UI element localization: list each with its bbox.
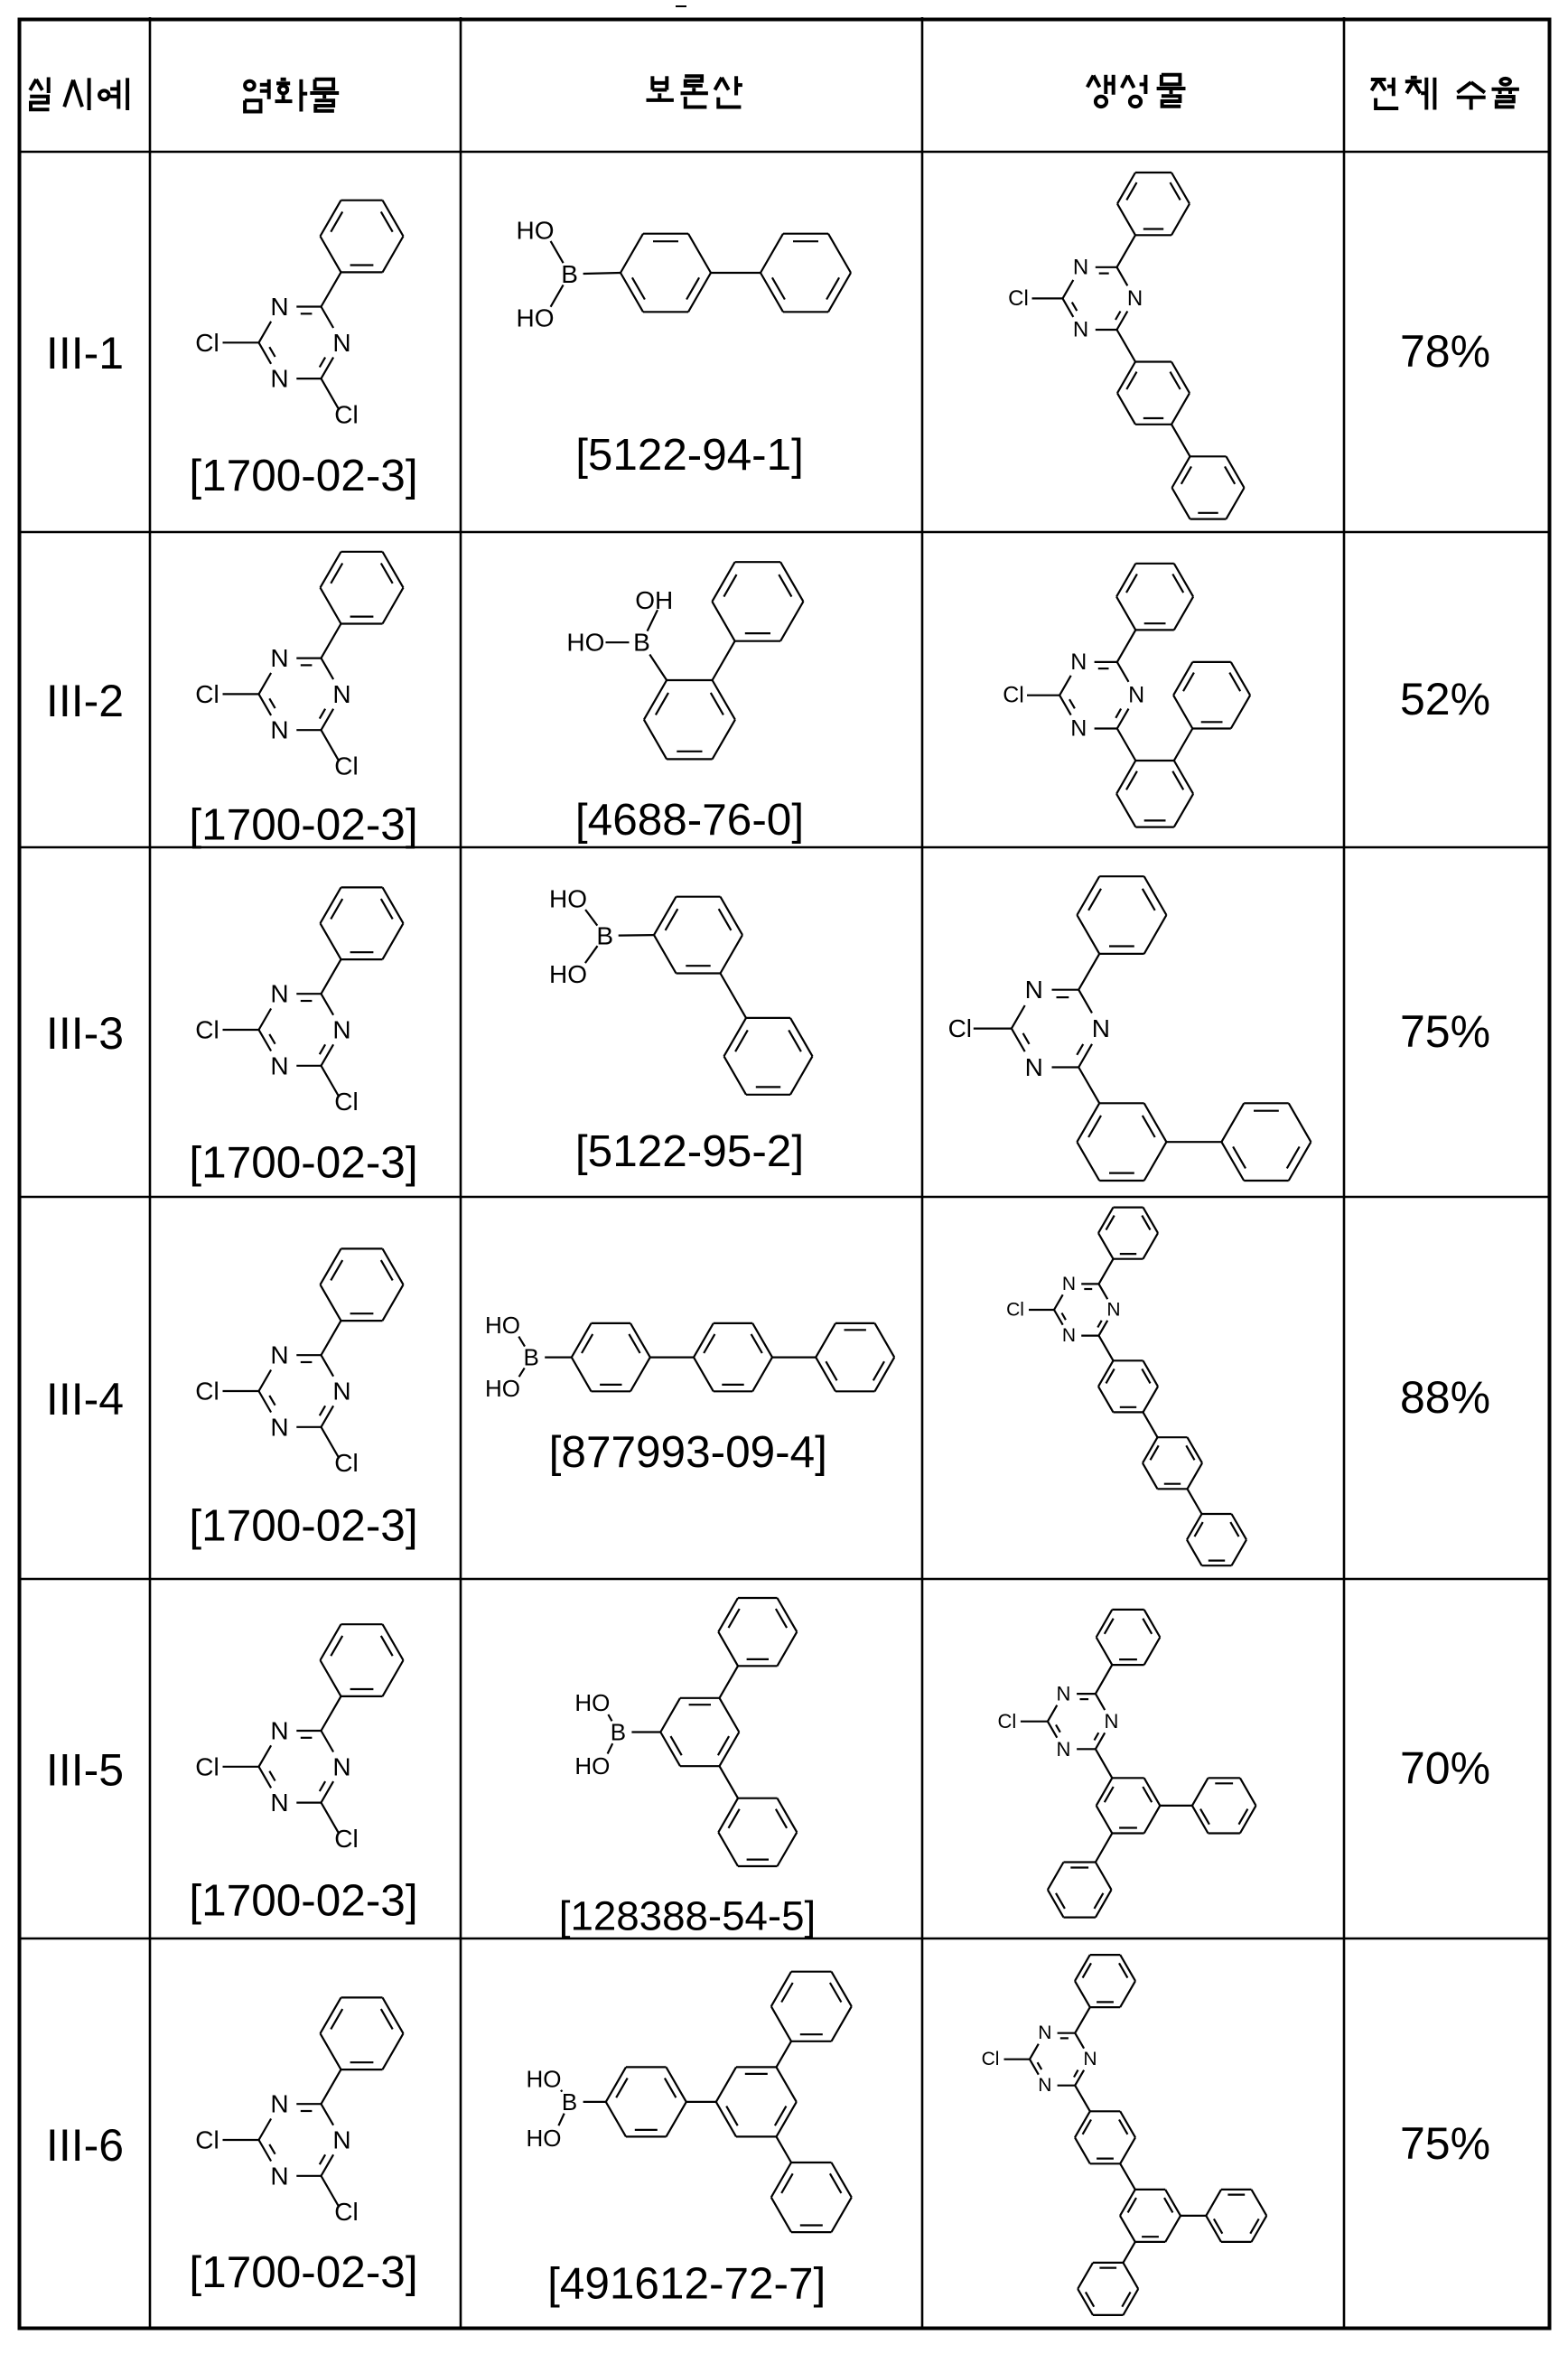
svg-text:[1700-02-3]: [1700-02-3] xyxy=(189,1501,417,1551)
svg-text:[1700-02-3]: [1700-02-3] xyxy=(189,451,417,500)
svg-text:N: N xyxy=(332,1752,350,1780)
svg-text:78%: 78% xyxy=(1400,326,1490,377)
svg-text:75%: 75% xyxy=(1400,2118,1490,2169)
svg-text:Cl: Cl xyxy=(982,2049,1000,2069)
svg-text:III-4: III-4 xyxy=(46,1374,124,1425)
svg-text:HO: HO xyxy=(549,960,587,988)
svg-text:B: B xyxy=(524,1344,539,1371)
svg-text:B: B xyxy=(611,1719,626,1746)
svg-text:N: N xyxy=(1070,649,1087,675)
svg-text:N: N xyxy=(332,2126,350,2154)
svg-text:N: N xyxy=(270,716,288,744)
svg-text:N: N xyxy=(1062,1325,1076,1346)
svg-text:[1700-02-3]: [1700-02-3] xyxy=(189,1138,417,1188)
svg-text:N: N xyxy=(1057,1683,1071,1705)
svg-text:Cl: Cl xyxy=(195,1016,219,1044)
svg-text:HO: HO xyxy=(549,885,587,913)
svg-text:[5122-95-2]: [5122-95-2] xyxy=(575,1126,804,1176)
svg-text:III-6: III-6 xyxy=(46,2120,124,2171)
svg-text:N: N xyxy=(1038,2022,1051,2043)
svg-text:N: N xyxy=(270,365,288,393)
svg-text:N: N xyxy=(270,1717,288,1745)
svg-text:HO: HO xyxy=(574,1689,610,1716)
svg-text:52%: 52% xyxy=(1400,674,1490,724)
svg-text:III-1: III-1 xyxy=(46,328,124,378)
svg-text:N: N xyxy=(332,329,350,357)
svg-text:N: N xyxy=(1038,2075,1051,2096)
svg-text:N: N xyxy=(1127,286,1143,311)
svg-text:N: N xyxy=(270,2162,288,2190)
svg-text:70%: 70% xyxy=(1400,1743,1490,1794)
svg-text:Cl: Cl xyxy=(195,1378,219,1406)
svg-text:III-2: III-2 xyxy=(46,676,124,726)
svg-text:Cl: Cl xyxy=(998,1710,1017,1733)
svg-text:N: N xyxy=(270,293,288,321)
svg-text:Cl: Cl xyxy=(334,752,358,780)
svg-text:N: N xyxy=(1073,255,1088,279)
svg-text:Cl: Cl xyxy=(1006,1300,1024,1321)
svg-text:Cl: Cl xyxy=(195,1752,219,1780)
svg-text:Cl: Cl xyxy=(1008,286,1029,311)
svg-text:Cl: Cl xyxy=(1003,683,1024,708)
svg-text:N: N xyxy=(270,644,288,672)
svg-text:Cl: Cl xyxy=(948,1014,972,1042)
svg-text:88%: 88% xyxy=(1400,1372,1490,1423)
svg-text:Cl: Cl xyxy=(334,400,358,428)
svg-text:N: N xyxy=(1092,1014,1110,1042)
svg-text:N: N xyxy=(1057,1738,1071,1761)
svg-text:N: N xyxy=(1128,683,1144,708)
svg-text:HO: HO xyxy=(485,1375,520,1402)
svg-text:N: N xyxy=(1106,1300,1120,1321)
svg-text:Cl: Cl xyxy=(334,1088,358,1116)
svg-text:HO: HO xyxy=(517,216,555,244)
svg-text:Cl: Cl xyxy=(334,1449,358,1477)
svg-text:N: N xyxy=(270,1051,288,1079)
svg-text:N: N xyxy=(332,1016,350,1044)
svg-text:HO: HO xyxy=(574,1752,610,1780)
svg-text:B: B xyxy=(596,921,613,949)
svg-text:N: N xyxy=(332,680,350,708)
svg-text:[5122-94-1]: [5122-94-1] xyxy=(575,430,804,480)
svg-text:N: N xyxy=(270,1413,288,1441)
svg-text:[491612-72-7]: [491612-72-7] xyxy=(547,2259,826,2309)
svg-text:Cl: Cl xyxy=(195,680,219,708)
svg-text:B: B xyxy=(562,2088,577,2116)
svg-text:N: N xyxy=(270,2090,288,2118)
svg-text:[1700-02-3]: [1700-02-3] xyxy=(189,1876,417,1926)
svg-text:N: N xyxy=(270,980,288,1008)
svg-text:N: N xyxy=(332,1378,350,1406)
svg-text:N: N xyxy=(1083,2049,1097,2069)
svg-text:HO: HO xyxy=(485,1312,520,1339)
svg-text:Cl: Cl xyxy=(334,1825,358,1853)
svg-text:N: N xyxy=(1073,318,1088,342)
svg-text:75%: 75% xyxy=(1400,1006,1490,1057)
svg-text:OH: OH xyxy=(635,586,673,614)
svg-text:HO: HO xyxy=(527,2066,562,2093)
svg-text:[128388-54-5]: [128388-54-5] xyxy=(559,1893,817,1939)
svg-text:N: N xyxy=(1025,976,1043,1004)
svg-text:HO: HO xyxy=(527,2125,562,2152)
svg-text:B: B xyxy=(561,260,578,288)
svg-text:N: N xyxy=(1070,716,1087,742)
svg-text:Cl: Cl xyxy=(195,2126,219,2154)
svg-text:N: N xyxy=(1062,1274,1076,1294)
svg-text:B: B xyxy=(633,629,650,657)
svg-text:Cl: Cl xyxy=(334,2198,358,2226)
svg-text:[4688-76-0]: [4688-76-0] xyxy=(575,795,804,845)
svg-text:III-3: III-3 xyxy=(46,1008,124,1059)
svg-text:HO: HO xyxy=(517,304,555,332)
svg-text:N: N xyxy=(1025,1053,1043,1081)
svg-text:N: N xyxy=(270,1789,288,1817)
svg-text:N: N xyxy=(270,1341,288,1369)
svg-text:III-5: III-5 xyxy=(46,1745,124,1796)
svg-text:N: N xyxy=(1105,1710,1119,1733)
svg-text:[1700-02-3]: [1700-02-3] xyxy=(189,800,417,850)
svg-text:[1700-02-3]: [1700-02-3] xyxy=(189,2247,417,2297)
svg-text:HO: HO xyxy=(566,629,604,657)
svg-text:Cl: Cl xyxy=(195,329,219,357)
svg-text:[877993-09-4]: [877993-09-4] xyxy=(549,1427,827,1477)
